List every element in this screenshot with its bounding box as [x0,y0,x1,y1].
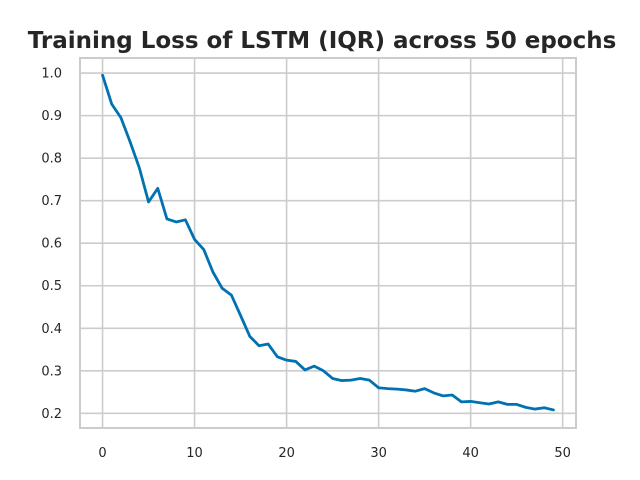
loss-series-line [101,73,555,412]
y-tick-label: 1.0 [41,67,62,82]
x-tick-label: 0 [98,446,106,461]
series-layer [101,73,555,412]
y-tick-label: 0.2 [41,407,62,422]
x-tick-label: 20 [278,446,295,461]
x-tick-label: 40 [462,446,479,461]
grid-lines [80,58,576,428]
y-tick-label: 0.6 [41,237,62,252]
y-tick-label: 0.7 [41,194,62,209]
x-tick-label: 10 [186,446,203,461]
y-tick-label: 0.4 [41,322,62,337]
y-tick-label: 0.9 [41,109,62,124]
y-tick-label: 0.8 [41,152,62,167]
plot-frame [79,57,577,429]
x-tick-label: 30 [370,446,387,461]
chart-title: Training Loss of LSTM (IQR) across 50 ep… [28,28,617,54]
y-tick-label: 0.5 [41,279,62,294]
y-tick-label: 0.3 [41,364,62,379]
tick-labels: 0 10 20 30 40 50 0.2 0.3 0.4 0.5 0.6 0.7 0.8 0.9 1.0 [41,67,571,461]
x-tick-label: 50 [554,446,571,461]
